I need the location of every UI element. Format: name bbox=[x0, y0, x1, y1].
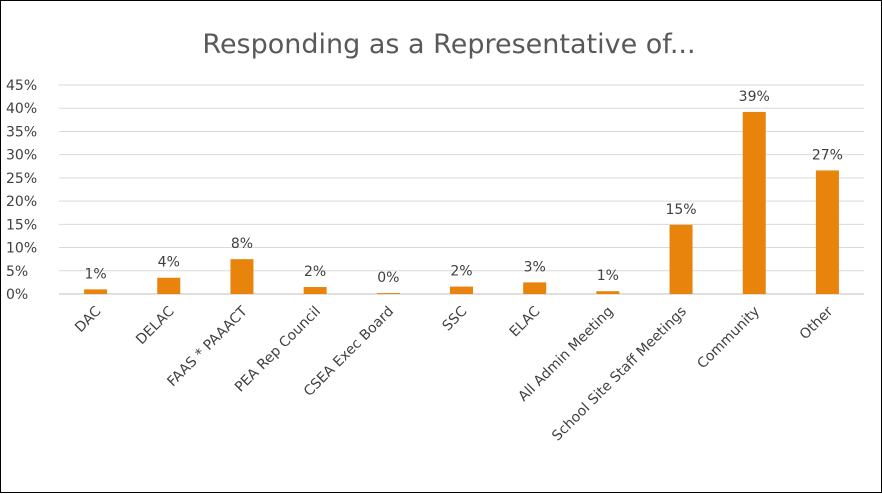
category-label: School Site Staff Meetings bbox=[549, 304, 690, 445]
y-tick-label: 5% bbox=[6, 264, 28, 280]
data-label: 1% bbox=[84, 266, 106, 282]
data-label: 39% bbox=[739, 89, 770, 105]
data-label: 8% bbox=[231, 236, 253, 252]
bar bbox=[815, 170, 839, 294]
data-label: 1% bbox=[597, 268, 619, 284]
data-label: 0% bbox=[377, 270, 399, 286]
y-tick-label: 40% bbox=[6, 101, 37, 117]
category-label: Other bbox=[797, 303, 837, 343]
data-labels: 1% 4% 8% 2% 0% 2% 3% 1% 15% 39% 27% bbox=[84, 89, 842, 286]
data-label: 27% bbox=[812, 147, 843, 163]
y-tick-label: 25% bbox=[6, 171, 37, 187]
y-tick-label: 0% bbox=[6, 287, 28, 303]
chart-title: Responding as a Representative of... bbox=[202, 29, 695, 60]
category-label: ELAC bbox=[507, 303, 544, 340]
y-tick-label: 10% bbox=[6, 241, 37, 257]
category-label: DELAC bbox=[133, 303, 178, 348]
bar bbox=[157, 277, 181, 294]
y-tick-label: 30% bbox=[6, 148, 37, 164]
data-label: 3% bbox=[524, 259, 546, 275]
data-label: 15% bbox=[665, 202, 696, 218]
category-label: DAC bbox=[72, 303, 104, 335]
y-tick-label: 20% bbox=[6, 194, 37, 210]
bar bbox=[669, 224, 693, 294]
y-tick-label: 15% bbox=[6, 217, 37, 233]
y-axis: 0% 5% 10% 15% 20% 25% 30% 35% 40% 45% bbox=[6, 78, 37, 303]
bar bbox=[84, 289, 108, 294]
bar bbox=[230, 259, 254, 294]
bar bbox=[303, 287, 327, 294]
data-label: 2% bbox=[304, 264, 326, 280]
data-label: 2% bbox=[450, 264, 472, 280]
category-label: Community bbox=[694, 304, 763, 373]
y-tick-label: 35% bbox=[6, 124, 37, 140]
bar bbox=[742, 111, 766, 294]
bars bbox=[84, 111, 839, 294]
bar bbox=[450, 286, 473, 294]
gridlines bbox=[59, 84, 864, 295]
data-label: 4% bbox=[158, 255, 180, 271]
bar bbox=[596, 291, 620, 294]
y-tick-label: 45% bbox=[6, 78, 37, 94]
bar bbox=[523, 282, 547, 294]
bar bbox=[376, 293, 400, 294]
category-label: SSC bbox=[440, 303, 471, 334]
